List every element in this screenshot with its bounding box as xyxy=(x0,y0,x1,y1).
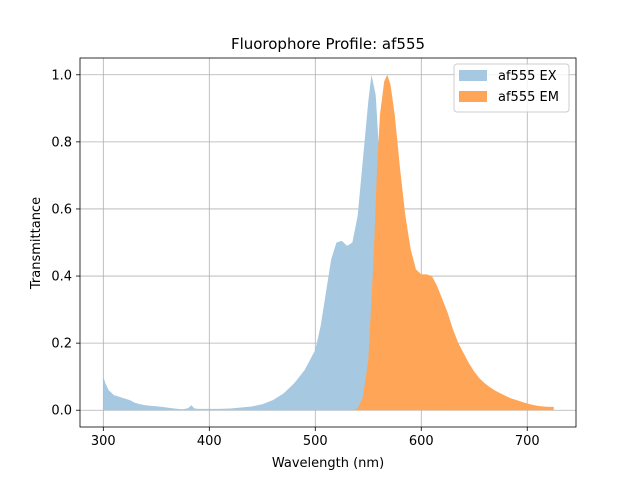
chart-title: Fluorophore Profile: af555 xyxy=(231,35,425,53)
legend-swatch xyxy=(459,70,487,81)
x-tick-label: 600 xyxy=(409,434,434,449)
x-tick-label: 300 xyxy=(91,434,116,449)
series-layer xyxy=(103,74,554,411)
x-tick-label: 500 xyxy=(303,434,328,449)
legend-label: af555 EM xyxy=(498,90,559,105)
y-tick-label: 1.0 xyxy=(51,68,72,83)
x-tick-label: 400 xyxy=(197,434,222,449)
axis-ticks: 300 400 500 600 700 0.0 0.2 0.4 0.6 0.8 1.0 xyxy=(51,68,539,449)
y-tick-label: 0.6 xyxy=(51,202,72,217)
x-tick-label: 700 xyxy=(515,434,540,449)
legend-swatch xyxy=(459,91,487,102)
series-area-2 xyxy=(352,74,554,411)
y-tick-label: 0.2 xyxy=(51,337,72,352)
series-area-1 xyxy=(103,74,438,411)
x-axis-label: Wavelength (nm) xyxy=(272,456,384,471)
y-tick-label: 0.0 xyxy=(51,404,72,419)
y-tick-label: 0.4 xyxy=(51,270,72,285)
legend-label: af555 EX xyxy=(498,69,557,84)
y-tick-label: 0.8 xyxy=(51,135,72,150)
y-axis-label: Transmittance xyxy=(29,197,44,290)
plot-frame xyxy=(79,57,577,428)
legend: af555 EX af555 EM xyxy=(453,63,570,113)
